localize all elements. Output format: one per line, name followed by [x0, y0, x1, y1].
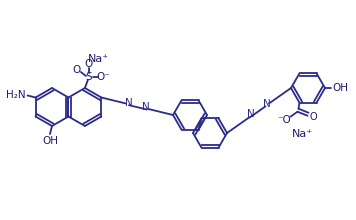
Text: Na⁺: Na⁺: [292, 129, 313, 139]
Text: Na⁺: Na⁺: [88, 54, 110, 64]
Text: O: O: [310, 112, 317, 122]
Text: H₂N: H₂N: [6, 90, 25, 99]
Text: O⁻: O⁻: [96, 72, 110, 82]
Text: N: N: [142, 102, 150, 112]
Text: N: N: [125, 98, 132, 108]
Text: O: O: [85, 59, 93, 69]
Text: N: N: [263, 99, 271, 109]
Text: OH: OH: [332, 83, 348, 93]
Text: OH: OH: [42, 136, 58, 146]
Text: S: S: [85, 72, 92, 82]
Text: O: O: [73, 65, 81, 75]
Text: N: N: [247, 109, 255, 119]
Text: ⁻O: ⁻O: [278, 115, 291, 125]
